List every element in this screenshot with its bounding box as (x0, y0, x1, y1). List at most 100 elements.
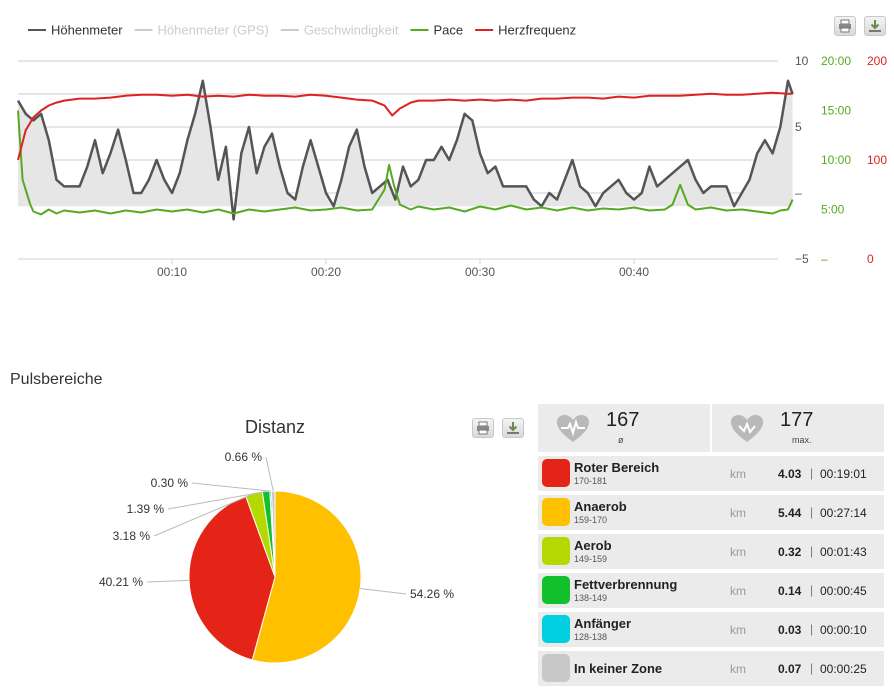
zone-time: 00:00:10 (820, 623, 867, 637)
zone-swatch (542, 576, 570, 604)
zone-unit: km (730, 662, 746, 676)
y-tick-label: 15:00 (821, 104, 851, 118)
zone-separator: | (810, 583, 814, 597)
zone-row-anaerob: Anaerob 159-170 km 5.44 | 00:27:14 (538, 495, 884, 530)
line-chart-series (16, 79, 794, 221)
avg-heart-rate: 167 ø (538, 404, 710, 452)
pie-data-label: 1.39 % (127, 502, 165, 516)
max-label: max. (792, 435, 812, 445)
elevation-area (18, 80, 793, 220)
pie-data-label: 3.18 % (113, 529, 151, 543)
pie-slice (270, 490, 276, 578)
stats-panel: 167 ø 177 max. Roter Bereich 170-181 km … (538, 404, 884, 690)
avg-value: 167 (606, 409, 640, 431)
y-tick-label: 5:00 (821, 203, 845, 217)
pie-label-connector (191, 482, 271, 492)
zone-row-fettverbrennung: Fettverbrennung 138-149 km 0.14 | 00:00:… (538, 573, 884, 608)
pie-download-button[interactable] (502, 418, 524, 438)
max-heart-rate: 177 max. (712, 404, 884, 452)
y-tick-label: 5 (795, 120, 802, 134)
zone-range: 138-149 (574, 593, 608, 603)
pie-title: Distanz (245, 417, 305, 437)
max-value: 177 (780, 409, 814, 431)
zone-unit: km (730, 623, 746, 637)
zone-km: 5.44 (778, 506, 802, 520)
x-tick-label: 00:20 (311, 265, 341, 279)
zone-name: Anfänger (574, 616, 632, 631)
line-chart-grid (18, 60, 778, 260)
zone-time: 00:00:45 (820, 584, 867, 598)
pie-label-connector (153, 493, 255, 537)
zone-name: In keiner Zone (574, 661, 663, 676)
zone-row-roter-bereich: Roter Bereich 170-181 km 4.03 | 00:19:01 (538, 456, 884, 491)
zone-time: 00:19:01 (820, 467, 867, 481)
y-tick-label: 0 (867, 252, 874, 266)
zone-range: 170-181 (574, 476, 608, 486)
stats-header: 167 ø 177 max. (538, 404, 884, 452)
series-line (16, 79, 794, 221)
zone-swatch (542, 537, 570, 565)
heart-pulse-icon (557, 415, 589, 442)
zone-name: Aerob (574, 538, 612, 553)
zone-name: Anaerob (574, 499, 627, 514)
legend: Höhenmeter Höhenmeter (GPS) Geschwindigkei… (28, 23, 576, 38)
x-tick-label: 00:30 (465, 265, 495, 279)
zone-unit: km (730, 506, 746, 520)
x-axis: 00:10 00:20 00:30 00:40 (157, 259, 649, 279)
zone-km: 0.03 (778, 623, 802, 637)
download-button[interactable] (864, 16, 886, 36)
legend-label: Pace (433, 23, 463, 38)
zone-row-keine-zone: In keiner Zone km 0.07 | 00:00:25 (538, 651, 884, 686)
zone-swatch (542, 615, 570, 643)
zone-swatch (542, 459, 570, 487)
y-tick-label: – (795, 186, 802, 200)
pie-slice (188, 495, 276, 661)
pie-data-label: 0.30 % (151, 476, 189, 490)
zone-km: 0.32 (778, 545, 802, 559)
avg-label: ø (618, 435, 624, 445)
zone-separator: | (810, 661, 814, 675)
zone-unit: km (730, 584, 746, 598)
zone-swatch (542, 498, 570, 526)
zone-separator: | (810, 544, 814, 558)
pie-label-connector (146, 579, 190, 583)
zone-time: 00:27:14 (820, 506, 867, 520)
print-icon (839, 19, 851, 33)
download-icon (869, 20, 881, 32)
line-chart: 00:10 00:20 00:30 00:40 −5–510–5:0010:0015:… (16, 23, 887, 279)
x-tick-label: 00:10 (157, 265, 187, 279)
print-button[interactable] (834, 16, 856, 36)
y-tick-label: 100 (867, 153, 887, 167)
zone-km: 0.14 (778, 584, 802, 598)
zone-separator: | (810, 466, 814, 480)
pie-data-label: 40.21 % (99, 575, 143, 589)
y-tick-label: 10 (795, 54, 809, 68)
series-line (17, 110, 794, 216)
zone-km: 0.07 (778, 662, 802, 676)
y-tick-label: – (821, 252, 828, 266)
zone-swatch (542, 654, 570, 682)
pie-print-button[interactable] (472, 418, 494, 438)
zone-separator: | (810, 505, 814, 519)
heart-icon (731, 415, 763, 442)
pie-data-label: 0.66 % (225, 450, 263, 464)
pie-label-connector (265, 456, 274, 492)
zone-time: 00:01:43 (820, 545, 867, 559)
print-icon (477, 421, 489, 435)
y-tick-label: 10:00 (821, 153, 851, 167)
zone-name: Fettverbrennung (574, 577, 678, 592)
x-tick-label: 00:40 (619, 265, 649, 279)
y-tick-label: 200 (867, 54, 887, 68)
pie-label-connector (360, 588, 407, 595)
download-icon (507, 422, 519, 434)
legend-label: Herzfrequenz (498, 23, 576, 38)
series-area (18, 80, 793, 220)
zone-range: 128-138 (574, 632, 608, 642)
zone-separator: | (810, 622, 814, 636)
section-title: Pulsbereiche (10, 371, 103, 388)
zone-km: 4.03 (778, 467, 802, 481)
pie-label-connector (167, 491, 267, 510)
zone-unit: km (730, 467, 746, 481)
zone-range: 149-159 (574, 554, 608, 564)
